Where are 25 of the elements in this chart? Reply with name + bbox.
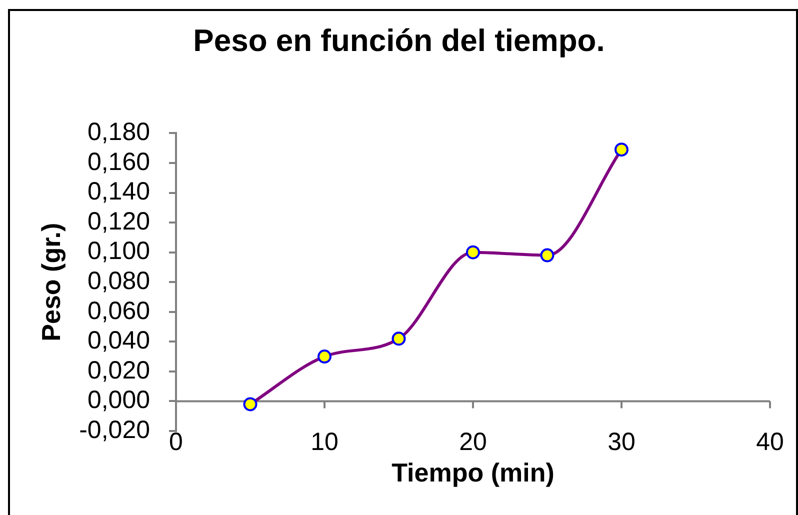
x-tick-label: 0 <box>169 428 183 456</box>
chart-title: Peso en función del tiempo. <box>193 23 605 58</box>
y-tick-label: 0,080 <box>87 266 150 295</box>
point <box>318 350 332 364</box>
y-tick-label: 0,180 <box>87 118 150 146</box>
x-tick-label: 40 <box>756 428 784 456</box>
y-tick-label: 0,140 <box>87 178 150 206</box>
y-tick-label: 0,040 <box>87 326 150 355</box>
point <box>392 332 406 346</box>
y-tick-label: 0,060 <box>87 296 150 325</box>
y-tick-label: 0,100 <box>87 237 150 266</box>
point <box>614 142 628 157</box>
y-tick-label: -0,020 <box>79 416 150 444</box>
y-tick-label: 0,020 <box>87 356 150 384</box>
y-axis-title: Peso (gr.) <box>36 222 66 342</box>
y-tick-label: 0,120 <box>87 207 150 236</box>
y-tick-label: 0,160 <box>87 148 150 176</box>
x-tick-label: 30 <box>608 428 636 456</box>
point <box>466 245 480 260</box>
x-tick-label: 20 <box>459 428 487 456</box>
point <box>243 397 258 412</box>
y-tick-label: 0,000 <box>87 386 150 414</box>
point <box>540 248 554 262</box>
x-axis-title: Tiempo (min) <box>392 458 554 488</box>
x-tick-label: 10 <box>310 428 338 456</box>
